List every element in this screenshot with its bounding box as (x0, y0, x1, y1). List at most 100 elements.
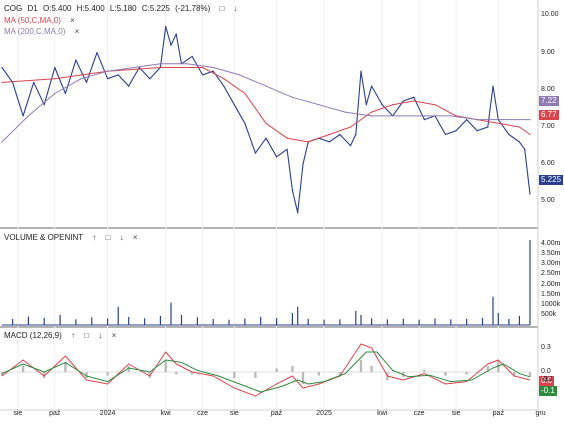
volume-bar[interactable] (492, 296, 494, 325)
volume-bar[interactable] (180, 314, 183, 325)
ma50-series-point (328, 133, 330, 136)
ma200-series-point (186, 63, 188, 65)
price-series-point (128, 85, 130, 87)
macd-histogram-bar (359, 360, 363, 372)
ma50-series-point (202, 66, 204, 69)
volume-bar[interactable] (260, 316, 262, 325)
volume-bar[interactable] (59, 314, 61, 325)
popout-icon[interactable]: □ (84, 331, 90, 340)
volume-bar[interactable] (371, 318, 373, 325)
macd-panel[interactable] (0, 343, 532, 397)
volume-bar[interactable] (12, 318, 14, 325)
volume-bar[interactable] (170, 302, 172, 325)
arrow-up-icon[interactable]: ↑ (92, 233, 97, 242)
volume-bar[interactable] (434, 318, 436, 326)
volume-bar[interactable] (276, 317, 278, 325)
volume-bar[interactable] (297, 306, 299, 325)
low-value: L:5.180 (109, 4, 137, 13)
popout-icon[interactable]: □ (219, 4, 225, 13)
volume-bar[interactable] (529, 240, 531, 325)
volume-bar[interactable] (307, 318, 309, 325)
price-series-point (223, 85, 225, 87)
volume-bar[interactable] (386, 319, 388, 325)
volume-bar[interactable] (360, 314, 362, 325)
volume-bar[interactable] (402, 318, 404, 325)
volume-bar[interactable] (196, 317, 198, 325)
arrow-up-icon[interactable]: ↑ (71, 331, 76, 340)
macd-histogram-bar (513, 372, 516, 376)
price-series-point (54, 66, 56, 69)
ma200-legend: MA (200,C,MA,0) × (4, 27, 82, 37)
volume-bar[interactable] (43, 317, 45, 325)
macd-histogram-bar (127, 366, 130, 372)
price-series-point (492, 85, 494, 87)
close-icon[interactable]: × (132, 233, 138, 242)
macd-histogram-bar (0, 372, 4, 376)
volume-bar[interactable] (418, 319, 420, 325)
arrow-down-icon[interactable]: ↓ (98, 331, 103, 340)
ma200-series-point (239, 74, 241, 76)
price-series-point (476, 130, 478, 132)
volume-bar[interactable] (117, 306, 119, 325)
arrow-down-icon[interactable]: ↓ (119, 233, 124, 242)
close-icon[interactable]: × (70, 16, 75, 25)
volume-bar[interactable] (497, 312, 499, 325)
price-series-point (254, 152, 256, 154)
x-tick-label: paź (492, 410, 504, 417)
volume-bar[interactable] (107, 318, 109, 326)
signal-series-line[interactable] (1, 351, 531, 393)
volume-bar[interactable] (75, 319, 77, 325)
x-tick-label: paź (270, 410, 283, 417)
price-series-point (1, 66, 3, 69)
volume-bar[interactable] (228, 319, 230, 325)
volume-bar[interactable] (291, 312, 293, 325)
volume-header: VOLUME & OPENINT ↑ □ ↓ × (4, 233, 141, 243)
macd-histogram-bar (85, 372, 88, 378)
price-series-point (117, 74, 119, 76)
volume-panel[interactable] (2, 240, 531, 326)
volume-bar[interactable] (518, 315, 520, 325)
popout-icon[interactable]: □ (105, 233, 111, 242)
price-series-point (297, 212, 299, 214)
volume-bar[interactable] (508, 318, 510, 325)
volume-bar[interactable] (159, 315, 161, 325)
price-series-point (286, 148, 288, 150)
price-series-point (85, 81, 88, 83)
y-tick-label: 2.00m (541, 280, 561, 288)
close-icon[interactable]: × (111, 331, 117, 340)
ma50-series-point (497, 122, 499, 124)
volume-bar[interactable] (481, 317, 484, 325)
ma50-series-point (159, 66, 161, 69)
volume-bar[interactable] (450, 319, 452, 325)
signal-value-badge: -0.1 (539, 386, 557, 396)
ma200-series-point (476, 119, 478, 121)
volume-bar[interactable] (128, 316, 130, 325)
macd-histogram-bar (291, 366, 294, 372)
volume-bar[interactable] (27, 316, 29, 326)
price-series-point (170, 44, 172, 46)
price-series-point (402, 100, 404, 102)
macd-histogram-bar (486, 366, 489, 372)
macd-label: MACD (12,26,9) (4, 331, 62, 340)
volume-bar[interactable] (339, 319, 341, 325)
chevron-down-icon[interactable]: ↓ (233, 4, 238, 13)
macd-histogram-bar (21, 366, 25, 372)
volume-bar[interactable] (355, 310, 357, 325)
macd-series-line[interactable] (1, 343, 531, 397)
volume-bar[interactable] (144, 318, 146, 325)
ma200-series-point (450, 115, 452, 117)
volume-bar[interactable] (244, 318, 246, 326)
macd-histogram-bar (528, 372, 532, 377)
x-tick-label: gru (535, 410, 546, 417)
price-header: COG D1 O:5.400 H:5.400 L:5.180 C:5.225 (… (4, 4, 241, 14)
price-panel[interactable] (1, 26, 531, 214)
volume-bar[interactable] (91, 317, 93, 325)
price-series-point (413, 96, 415, 98)
volume-bar[interactable] (212, 318, 214, 325)
volume-bar[interactable] (466, 318, 468, 325)
ma200-series-point (54, 92, 56, 95)
close-icon[interactable]: × (74, 27, 80, 36)
volume-bar[interactable] (323, 319, 325, 325)
ma200-series-point (265, 85, 267, 87)
